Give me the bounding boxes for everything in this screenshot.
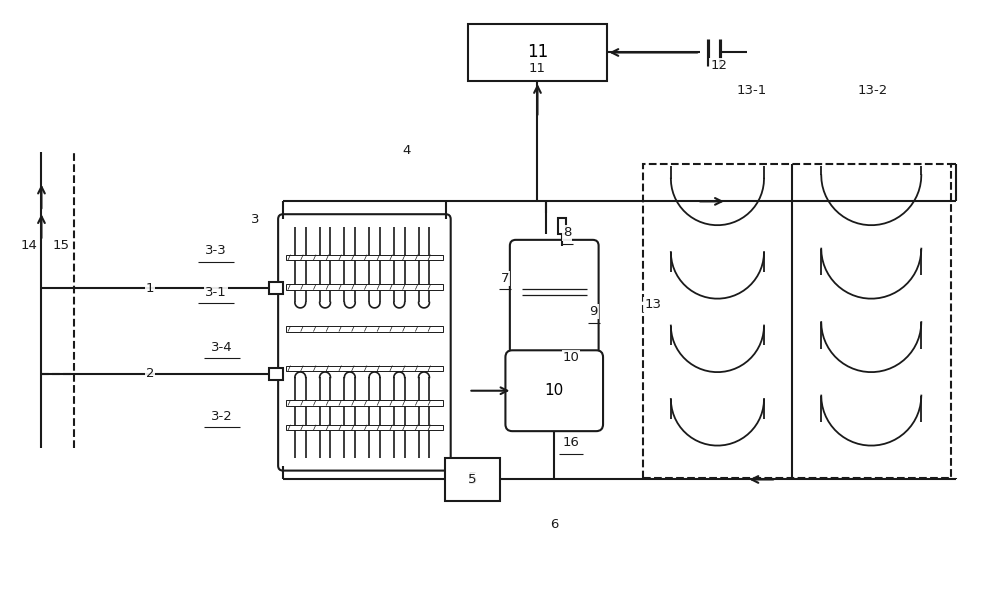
Text: 13-1: 13-1	[736, 85, 767, 97]
Bar	[286, 425, 443, 430]
Text: 3-3: 3-3	[205, 244, 227, 257]
Text: 13-2: 13-2	[858, 85, 888, 97]
Bar	[286, 400, 443, 406]
Text: 5: 5	[468, 473, 477, 486]
Text: 1: 1	[146, 281, 154, 295]
Text: 10: 10	[545, 383, 564, 398]
Text: 16: 16	[563, 436, 579, 449]
Text: 9: 9	[589, 305, 598, 319]
Bar	[643, 164, 951, 478]
Text: 10: 10	[563, 350, 579, 364]
Text: 4: 4	[402, 143, 411, 157]
Bar	[445, 458, 500, 501]
FancyBboxPatch shape	[510, 240, 599, 355]
Text: 6: 6	[550, 518, 558, 532]
Text: 15: 15	[53, 239, 70, 252]
Text: 3-4: 3-4	[211, 341, 233, 354]
Bar	[286, 365, 443, 371]
Text: 5: 5	[468, 472, 477, 487]
Text: 13: 13	[644, 298, 661, 311]
FancyBboxPatch shape	[505, 350, 603, 431]
Bar	[558, 218, 566, 234]
Text: 11: 11	[529, 62, 546, 75]
Bar	[286, 254, 443, 260]
Text: 2: 2	[146, 367, 154, 380]
Text: 8: 8	[563, 226, 571, 239]
Text: 3-2: 3-2	[211, 410, 233, 423]
Bar	[269, 282, 283, 294]
FancyBboxPatch shape	[278, 214, 451, 470]
Bar	[468, 24, 606, 81]
Text: 11: 11	[527, 43, 548, 61]
Bar	[269, 368, 283, 380]
Bar	[286, 284, 443, 290]
Text: 3: 3	[251, 212, 260, 226]
Text: 7: 7	[501, 272, 509, 285]
Text: 3-1: 3-1	[205, 286, 227, 299]
Bar	[286, 326, 443, 332]
Text: 12: 12	[710, 59, 727, 72]
Text: 14: 14	[20, 239, 37, 252]
